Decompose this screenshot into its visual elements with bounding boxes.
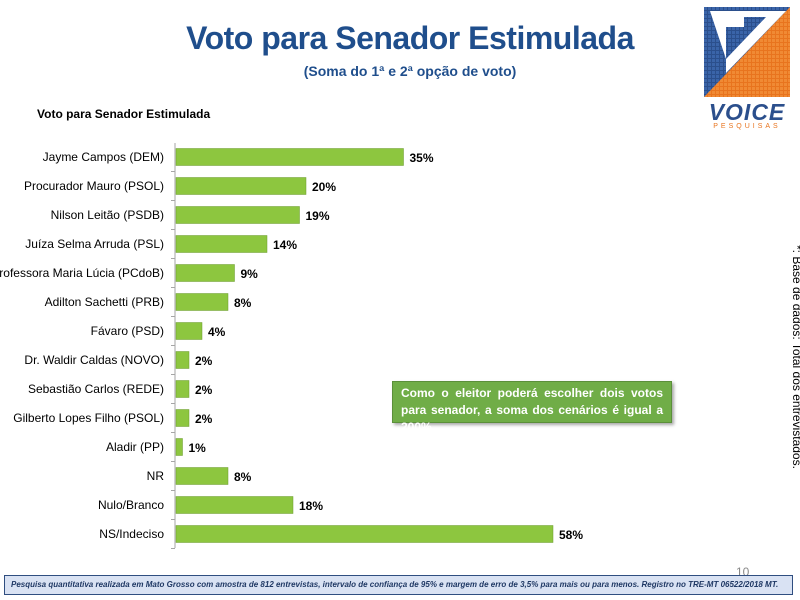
voice-logo (704, 7, 790, 97)
category-label: Fávaro (PSD) (91, 324, 164, 338)
category-label: Nulo/Branco (98, 498, 164, 512)
value-label: 1% (189, 441, 207, 455)
category-label: Dr. Waldir Caldas (NOVO) (24, 353, 164, 367)
logo-subtitle: PESQUISAS (713, 123, 781, 130)
value-label: 35% (410, 151, 434, 165)
category-label: Juíza Selma Arruda (PSL) (25, 237, 164, 251)
value-label: 2% (195, 354, 213, 368)
bar (175, 496, 294, 514)
value-label: 9% (241, 267, 259, 281)
value-label: 2% (195, 412, 213, 426)
value-label: 8% (234, 296, 252, 310)
category-label: Adilton Sachetti (PRB) (45, 295, 164, 309)
logo-wordmark: VOICE (708, 99, 786, 125)
value-label: 58% (559, 528, 583, 542)
value-label: 8% (234, 470, 252, 484)
category-label: Nilson Leitão (PSDB) (51, 208, 164, 222)
bar (175, 177, 307, 195)
bar (175, 264, 235, 282)
bar (175, 148, 404, 166)
footer-methodology: Pesquisa quantitativa realizada em Mato … (4, 575, 793, 595)
value-label: 2% (195, 383, 213, 397)
bar-chart: Jayme Campos (DEM) 35% Procurador Mauro (P… (0, 143, 583, 549)
bar (175, 380, 190, 398)
value-label: 4% (208, 325, 226, 339)
bar (175, 293, 229, 311)
side-note: *: Base de dados: Total dos entrevistado… (790, 245, 800, 469)
category-label: NS/Indeciso (99, 527, 164, 541)
value-label: 20% (312, 180, 336, 194)
bar (175, 235, 268, 253)
value-label: 19% (306, 209, 330, 223)
chart-title: Voto para Senador Estimulada (37, 107, 211, 121)
value-label: 14% (273, 238, 297, 252)
page-subtitle: (Soma do 1ª e 2ª opção de voto) (303, 63, 517, 79)
category-label: Professora Maria Lúcia (PCdoB) (0, 266, 164, 280)
bar (175, 206, 300, 224)
category-label: Sebastião Carlos (REDE) (28, 382, 164, 396)
bar (175, 438, 183, 456)
bar (175, 322, 203, 340)
page-title: Voto para Senador Estimulada (186, 20, 634, 56)
category-label: Jayme Campos (DEM) (43, 150, 164, 164)
callout-note: Como o eleitor poderá escolher dois voto… (392, 381, 672, 434)
category-label: Gilberto Lopes Filho (PSOL) (13, 411, 164, 425)
bar (175, 467, 229, 485)
value-label: 18% (299, 499, 323, 513)
category-label: Aladir (PP) (106, 440, 164, 454)
bar (175, 525, 554, 543)
bar (175, 351, 190, 369)
category-label: NR (147, 469, 165, 483)
bar (175, 409, 190, 427)
category-label: Procurador Mauro (PSOL) (24, 179, 164, 193)
